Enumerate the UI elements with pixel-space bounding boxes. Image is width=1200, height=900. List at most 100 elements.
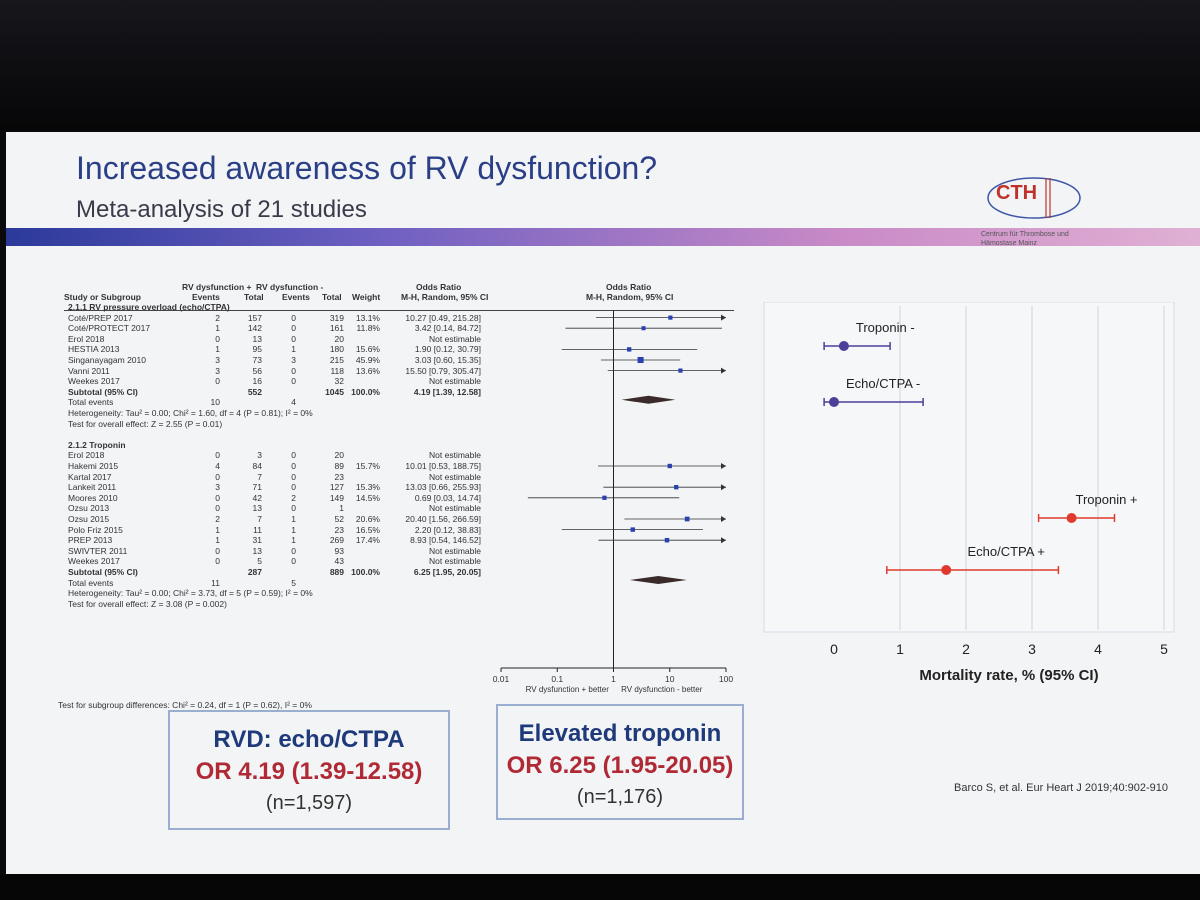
summary-title: Elevated troponin [518,720,722,747]
or-ci: 20.40 [1.56, 266.59] [405,514,481,524]
events-neg: 0 [291,471,296,482]
events-neg: 0 [291,503,296,514]
events-pos: 4 [215,461,220,471]
study-name: Hakemi 2015 [68,461,119,471]
events-pos: 0 [215,492,220,503]
mortality-chart: 0 1 2 3 4 5 Mortality rate, % (95% CI) Troponin… [763,302,1175,684]
or-ci: 2.20 [0.12, 38.83] [414,524,481,535]
events-neg: 1 [291,524,296,535]
or-ci: 10.27 [0.49, 215.28] [405,312,481,323]
x-tick-label: 4 [1094,641,1102,657]
events-neg: 0 [291,376,296,387]
or-ci: 3.42 [0.14, 84.72] [414,323,481,334]
events-pos: 2 [215,312,220,323]
ci-arrow [721,484,726,491]
total-neg: 52 [334,514,344,524]
logo-subtext-line: Centrum für Thrombose und Hämostase [981,231,1069,247]
mortality-point-label: Echo/CTPA + [967,544,1044,559]
ci-arrow [721,314,726,321]
events-neg: 0 [291,556,296,567]
events-pos: 2 [215,514,220,524]
summary-n: (n=1,176) [576,786,664,808]
title-gradient-bar [6,228,1200,246]
study-name: HESTIA 2013 [68,344,120,355]
subtotal-weight: 100.0% [351,386,380,397]
cth-logo [987,177,1081,219]
forest-tick-label: 100 [719,674,733,684]
heterogeneity-text: Heterogeneity: Tau² = 0.00; Chi² = 3.73,… [68,588,313,599]
study-name: Kartal 2017 [68,471,112,482]
study-name: Coté/PREP 2017 [68,312,133,323]
total-neg: 93 [334,545,344,556]
weight: 20.6% [355,514,380,524]
events-neg: 0 [291,482,296,493]
study-name: Moores 2010 [68,492,118,503]
ci-arrow [721,516,726,522]
subgroup-heading: 2.1.1 RV pressure overload (echo/CTPA) [68,302,230,312]
events-neg: 2 [291,492,296,503]
subtotal-total-pos: 552 [247,386,262,397]
total-neg: 43 [334,556,344,567]
events-pos: 1 [215,524,220,535]
total-events-label: Total events [68,577,114,588]
study-square [668,315,673,320]
total-neg: 118 [330,365,344,376]
events-neg: 1 [291,514,296,524]
or-ci: 1.90 [0.12, 30.79] [414,344,481,355]
study-square [641,326,646,331]
mortality-point-label: Troponin + [1075,492,1137,507]
weight: 13.6% [355,365,380,376]
or-ci: 10.01 [0.53, 188.75] [405,461,481,471]
col-header-total: Total [322,292,342,302]
mortality-point-label: Echo/CTPA - [846,376,920,391]
events-neg: 3 [291,355,296,365]
col-header-events: Events [192,292,220,302]
heterogeneity-text: Heterogeneity: Tau² = 0.00; Chi² = 1.60,… [68,408,313,418]
total-neg: 215 [329,355,344,365]
total-events-neg: 5 [291,577,296,588]
or-ci: 15.50 [0.79, 305.47] [405,365,481,376]
events-neg: 1 [291,344,296,355]
col-header-neg: RV dysfunction - [256,282,324,292]
summary-or: OR 6.25 (1.95-20.05) [506,752,734,779]
study-square [667,463,672,469]
mortality-point [829,397,839,407]
or-ci: 3.03 [0.60, 15.35] [414,355,481,365]
col-header-study: Study or Subgroup [64,292,141,302]
summary-box-echo: RVD: echo/CTPA OR 4.19 (1.39-12.58) (n=1… [168,710,450,830]
subtotal-total-pos: 287 [247,567,262,577]
x-axis-label: Mortality rate, % (95% CI) [919,667,1098,684]
slide-title: Increased awareness of RV dysfunction? [76,150,658,186]
mortality-point [838,341,849,351]
total-neg: 319 [329,312,344,323]
favours-left: RV dysfunction + better [526,685,610,694]
study-name: Coté/PROTECT 2017 [68,323,151,334]
total-neg: 23 [334,524,344,535]
study-square [678,368,683,373]
summary-or: OR 4.19 (1.39-12.58) [195,758,423,785]
total-events-pos: 11 [211,577,220,588]
subgroup-heading: 2.1.2 Troponin [68,439,126,450]
total-pos: 13 [252,503,262,514]
weight: 15.3% [355,482,380,493]
weight: 13.1% [355,312,380,323]
ci-arrow [721,537,726,544]
events-pos: 3 [215,365,220,376]
events-neg: 0 [291,312,296,323]
x-tick-label: 2 [962,641,970,657]
total-pos: 13 [252,545,262,556]
forest-tick-label: 0.01 [493,674,510,684]
study-name: Ozsu 2015 [68,514,110,524]
x-tick-label: 5 [1160,641,1168,657]
or-ci: 8.93 [0.54, 146.52] [410,535,481,546]
total-pos: 7 [257,514,262,524]
or-ci: Not estimable [429,376,481,387]
x-tick-label: 1 [896,641,904,657]
study-square [630,527,635,532]
col-header-total: Total [244,292,264,302]
total-neg: 23 [334,471,344,482]
total-pos: 5 [257,556,262,567]
total-pos: 95 [252,344,262,355]
events-neg: 0 [291,333,296,344]
weight: 14.5% [355,492,380,503]
